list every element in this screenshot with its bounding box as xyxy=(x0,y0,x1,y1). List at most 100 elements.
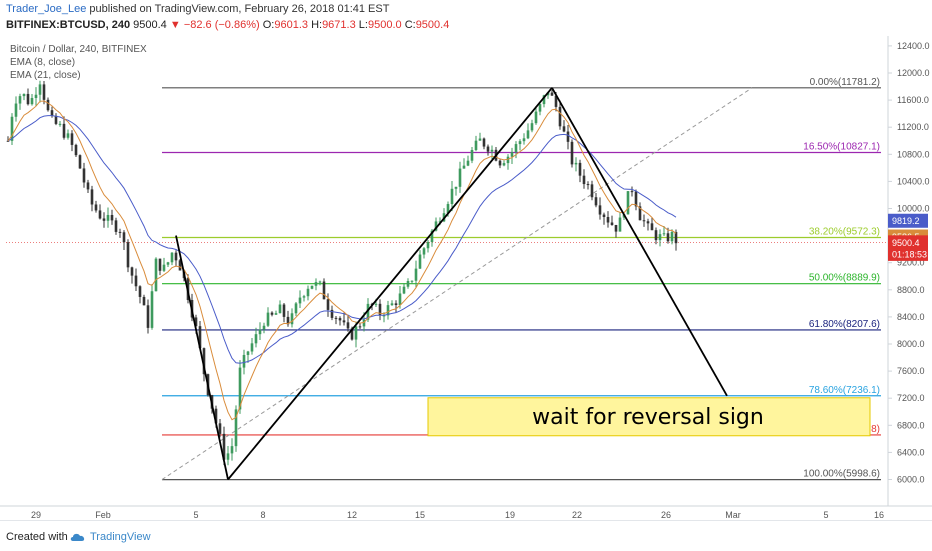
candle-body xyxy=(282,304,286,317)
candle-body xyxy=(242,354,246,368)
candle-body xyxy=(426,241,430,249)
published-text: published on TradingView.com, February 2… xyxy=(89,3,390,15)
ohlc-high: 9671.3 xyxy=(322,19,356,31)
y-tick-label: 8800.0 xyxy=(897,285,925,295)
candle-body xyxy=(534,111,538,124)
candle-body xyxy=(446,204,450,214)
candle-body xyxy=(646,221,650,224)
candle-body xyxy=(38,84,42,95)
candle-body xyxy=(526,130,530,139)
candle-body xyxy=(514,144,518,153)
candle-body xyxy=(34,94,38,99)
down-arrow-icon: ▼ xyxy=(169,19,181,31)
price-tag-text: 01:18:53 xyxy=(892,249,927,259)
candle-body xyxy=(466,160,470,166)
fib-level-label: 50.00%(8889.9) xyxy=(809,273,880,284)
y-tick-label: 12400.0 xyxy=(897,41,930,51)
candle-body xyxy=(658,234,662,241)
x-tick-label: 8 xyxy=(260,510,265,520)
candle-body xyxy=(146,305,150,328)
candle-body xyxy=(562,126,566,132)
candle-body xyxy=(30,98,34,105)
candle-body xyxy=(214,408,218,424)
candle-body xyxy=(518,141,522,145)
candle-body xyxy=(314,282,318,286)
candle-body xyxy=(310,285,314,289)
candle-body xyxy=(338,318,342,321)
candle-body xyxy=(138,286,142,297)
quote-line: BITFINEX:BTCUSD, 240 9500.4 ▼ −82.6 (−0.… xyxy=(6,19,449,31)
candle-body xyxy=(670,231,674,242)
ohlc-open: 9601.3 xyxy=(274,19,308,31)
candle-body xyxy=(98,210,102,219)
candle-body xyxy=(498,160,502,166)
x-tick-label: 15 xyxy=(415,510,425,520)
candle-body xyxy=(238,367,242,410)
fib-level-label: 38.20%(9572.3) xyxy=(809,226,880,237)
candle-body xyxy=(286,316,290,325)
candle-body xyxy=(550,92,554,96)
drawn-trendline xyxy=(551,87,728,397)
y-tick-label: 6800.0 xyxy=(897,420,925,430)
candle-body xyxy=(510,152,514,157)
y-tick-label: 10000.0 xyxy=(897,204,930,214)
y-tick-label: 8400.0 xyxy=(897,312,925,322)
tradingview-logo[interactable]: TradingView xyxy=(70,531,151,543)
fib-level-label: 78.60%(7236.1) xyxy=(809,385,880,396)
price-tag-bg xyxy=(888,246,928,261)
candle-body xyxy=(330,309,334,318)
candle-body xyxy=(130,267,134,276)
price-tag-bg xyxy=(888,235,928,250)
x-tick-label: 26 xyxy=(661,510,671,520)
candle-body xyxy=(194,317,198,327)
candle-body xyxy=(350,328,354,340)
candle-body xyxy=(382,315,386,317)
candle-body xyxy=(458,168,462,187)
fib-level-label: 100.00%(5998.6) xyxy=(803,469,880,480)
candle-body xyxy=(46,99,50,111)
drawn-trendline xyxy=(175,235,229,480)
candle-body xyxy=(166,262,170,265)
candle-body xyxy=(102,218,106,221)
candle-body xyxy=(414,268,418,281)
candle-body xyxy=(578,162,582,176)
candle-body xyxy=(606,216,610,223)
candle-body xyxy=(662,233,666,235)
candle-body xyxy=(490,149,494,152)
candle-body xyxy=(322,281,326,300)
candle-body xyxy=(478,138,482,141)
candle-body xyxy=(582,175,586,185)
y-tick-label: 7200.0 xyxy=(897,393,925,403)
legend-ema8: EMA (8, close) xyxy=(10,57,76,68)
candle-body xyxy=(62,123,66,138)
ohlc-low-label: L: xyxy=(358,19,368,31)
x-tick-label: 29 xyxy=(31,510,41,520)
candle-body xyxy=(410,280,414,282)
author-link[interactable]: Trader_Joe_Lee xyxy=(6,3,87,15)
candle-body xyxy=(654,230,658,241)
candle-body xyxy=(530,123,534,131)
candle-body xyxy=(230,446,234,454)
chart-area[interactable]: 6000.0 6400.0 6800.0 7200.0 7600.0 8000.0 8400… xyxy=(0,36,932,520)
candle-body xyxy=(666,233,670,242)
candle-body xyxy=(222,433,226,460)
candle-body xyxy=(650,223,654,231)
candle-body xyxy=(14,103,18,117)
candle-body xyxy=(362,319,366,327)
candle-body xyxy=(302,296,306,298)
candle-body xyxy=(174,252,178,261)
candle-body xyxy=(246,351,250,355)
candle-body xyxy=(114,220,118,232)
y-tick-label: 6400.0 xyxy=(897,447,925,457)
x-tick-label: 12 xyxy=(347,510,357,520)
candle-body xyxy=(70,133,74,145)
x-tick-label: Mar xyxy=(725,510,741,520)
candle-body xyxy=(554,95,558,107)
candle-body xyxy=(6,140,10,142)
candle-body xyxy=(502,163,506,166)
candle-body xyxy=(674,231,678,244)
price-tag-text: 9500.4 xyxy=(892,238,920,248)
candle-body xyxy=(394,303,398,306)
dashed-trendline xyxy=(161,87,753,481)
price-chart[interactable]: 6000.0 6400.0 6800.0 7200.0 7600.0 8000.0 8400… xyxy=(0,36,932,520)
